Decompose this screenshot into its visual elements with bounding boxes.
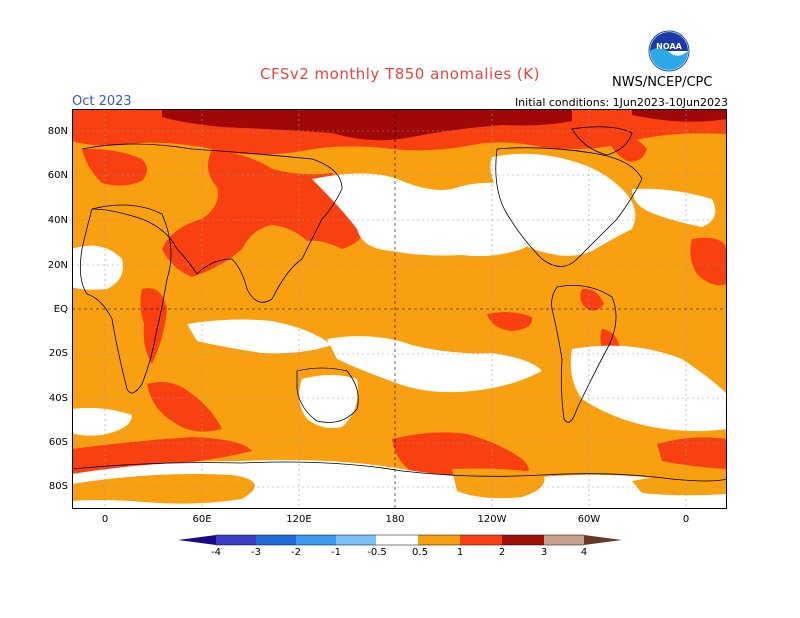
neutral-indian bbox=[187, 319, 332, 354]
colorbar-swatch bbox=[584, 535, 622, 545]
anomaly-red-atlantic bbox=[690, 237, 727, 286]
anomaly-red-se bbox=[657, 437, 727, 469]
anomaly-map bbox=[72, 109, 727, 509]
colorbar-swatch bbox=[460, 535, 502, 545]
coast-greenland bbox=[571, 126, 633, 156]
anomaly-red-eastpac bbox=[487, 312, 533, 331]
colorbar-swatch bbox=[216, 535, 256, 545]
colorbar-swatch bbox=[376, 535, 418, 545]
anomaly-orange-antarctic bbox=[72, 474, 255, 504]
colorbar-label: -3 bbox=[251, 547, 261, 558]
anomaly-red-amazon bbox=[580, 288, 604, 311]
colorbar-swatch bbox=[418, 535, 460, 545]
coast-africa bbox=[79, 204, 172, 394]
colorbar-swatch bbox=[544, 535, 584, 545]
colorbar-label: 4 bbox=[580, 547, 588, 558]
anomaly-red-europe bbox=[82, 148, 147, 186]
coast-australia bbox=[296, 367, 359, 423]
anomaly-red-southatl bbox=[72, 437, 252, 474]
page-title: CFSv2 monthly T850 anomalies (K) bbox=[260, 65, 540, 83]
lat-label: 60N bbox=[47, 170, 68, 181]
initial-conditions: Initial conditions: 1Jun2023-10Jun2023 bbox=[514, 96, 728, 109]
noaa-logo: NOAA bbox=[648, 30, 690, 72]
neutral-australia bbox=[298, 375, 358, 428]
anomaly-orange-antarctic-3 bbox=[632, 474, 727, 496]
lat-label: 20S bbox=[48, 348, 68, 359]
logo-text: NOAA bbox=[656, 42, 682, 51]
colorbar-label: 2 bbox=[498, 547, 506, 558]
colorbar-label: -2 bbox=[291, 547, 301, 558]
lon-label: 120W bbox=[477, 514, 507, 525]
colorbar-label: -1 bbox=[331, 547, 341, 558]
lat-label: 40N bbox=[47, 215, 68, 226]
colorbar-swatch bbox=[336, 535, 376, 545]
anomaly-red-asia bbox=[162, 149, 365, 277]
lat-label: 80S bbox=[48, 481, 68, 492]
lon-label: 0 bbox=[682, 514, 690, 525]
lon-label: 60W bbox=[577, 514, 601, 525]
map-frame bbox=[72, 109, 727, 509]
neutral-southernocean bbox=[72, 407, 132, 436]
coast-eurasia bbox=[81, 143, 343, 303]
neutral-southpac bbox=[327, 336, 542, 393]
lon-label: 180 bbox=[385, 514, 405, 525]
colorbar-label: 3 bbox=[540, 547, 548, 558]
colorbar bbox=[178, 534, 622, 546]
neutral-atlantic bbox=[632, 188, 716, 227]
lat-label: 20N bbox=[47, 260, 68, 271]
lon-label: 120E bbox=[286, 514, 312, 525]
neutral-southatlantic bbox=[570, 345, 727, 432]
anomaly-red-africa bbox=[140, 288, 167, 364]
coast-samerica bbox=[551, 284, 617, 423]
lat-label: 60S bbox=[48, 437, 68, 448]
graticule bbox=[72, 109, 727, 509]
neutral-northamerica bbox=[490, 153, 636, 256]
colorbar-label: -4 bbox=[211, 547, 221, 558]
anomaly-red-southafrica bbox=[147, 381, 222, 432]
lon-label: 0 bbox=[101, 514, 109, 525]
coastlines bbox=[72, 126, 727, 482]
colorbar-label: 0.5 bbox=[412, 547, 428, 558]
anomaly-darkred-arctic-east bbox=[632, 109, 727, 122]
lon-label: 60E bbox=[192, 514, 212, 525]
agency-label: NWS/NCEP/CPC bbox=[612, 75, 713, 90]
colorbar-label: 1 bbox=[456, 547, 464, 558]
lat-label: 40S bbox=[48, 393, 68, 404]
colorbar-swatch bbox=[296, 535, 336, 545]
lat-label: EQ bbox=[53, 304, 68, 315]
forecast-month: Oct 2023 bbox=[72, 94, 132, 109]
colorbar-swatch bbox=[502, 535, 544, 545]
neutral-africa-north bbox=[72, 245, 123, 290]
lat-label: 80N bbox=[47, 126, 68, 137]
colorbar-swatch bbox=[256, 535, 296, 545]
colorbar-swatch bbox=[178, 535, 216, 545]
coast-namerica bbox=[495, 147, 643, 267]
anomaly-darkred-arctic bbox=[162, 109, 572, 141]
colorbar-label: -0.5 bbox=[367, 547, 387, 558]
coast-antarctica bbox=[72, 461, 727, 482]
